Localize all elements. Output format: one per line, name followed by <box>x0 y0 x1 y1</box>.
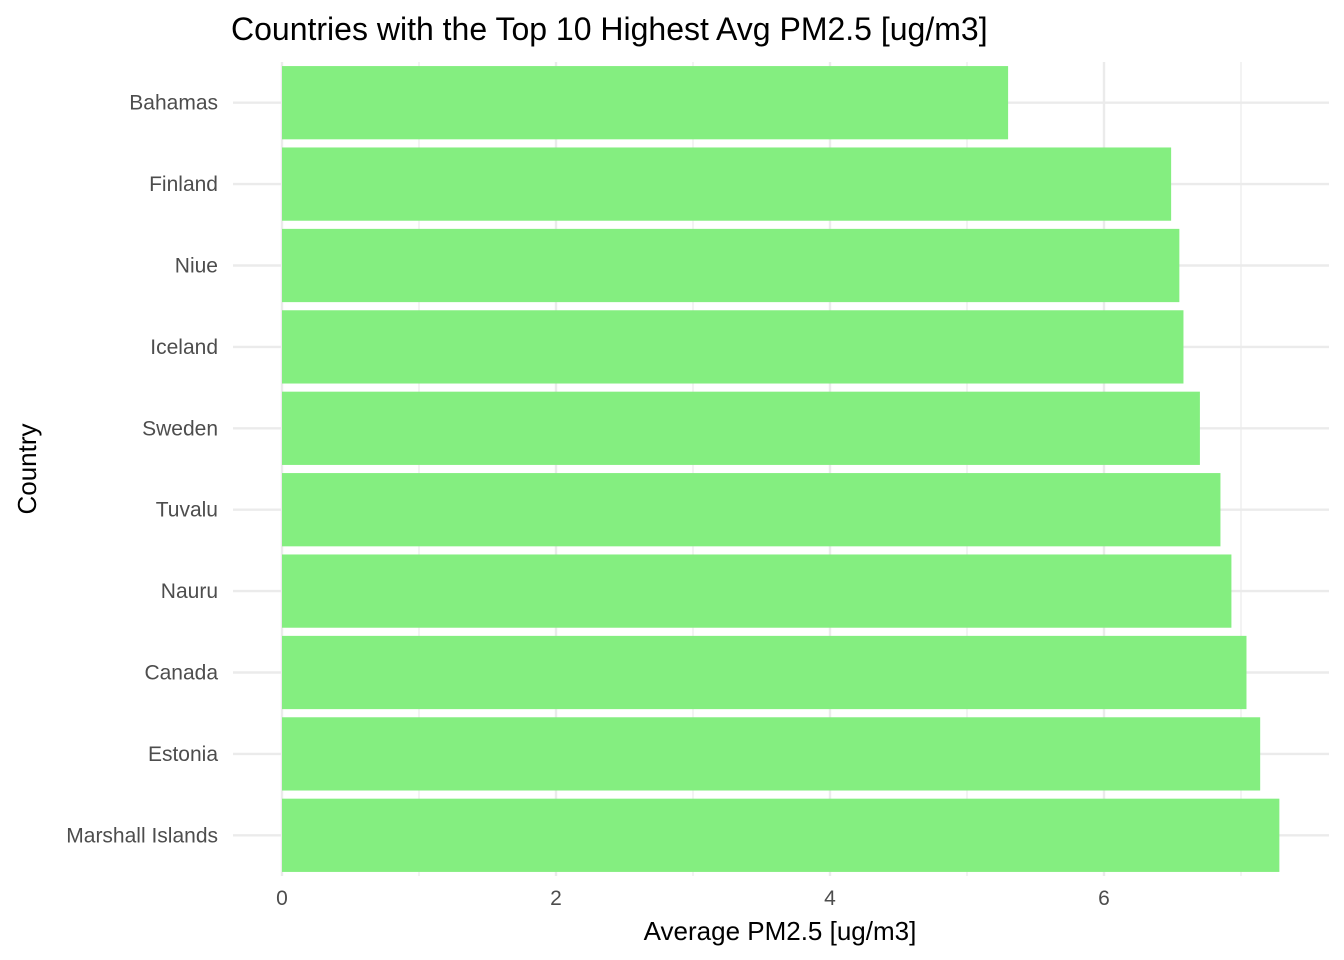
y-tick-label: Finland <box>149 173 218 196</box>
x-tick-label: 2 <box>550 887 562 910</box>
y-tick-label: Niue <box>175 255 218 278</box>
x-tick-label: 0 <box>276 887 288 910</box>
bars <box>282 66 1280 872</box>
bar-tuvalu <box>282 473 1221 547</box>
bar-finland <box>282 147 1172 221</box>
y-tick-label: Sweden <box>142 417 218 440</box>
y-tick-label: Bahamas <box>129 92 218 115</box>
x-tick-labels: 0 2 4 6 <box>276 887 1110 910</box>
y-axis-title: Country <box>12 423 42 514</box>
x-axis-title: Average PM2.5 [ug/m3] <box>644 916 917 946</box>
bar-canada <box>282 635 1247 710</box>
y-tick-label: Iceland <box>150 336 218 359</box>
y-tick-label: Canada <box>144 662 218 685</box>
y-tick-labels: Bahamas Finland Niue Iceland Sweden Tuvalu Nau… <box>66 92 218 848</box>
y-tick-label: Tuvalu <box>156 499 218 522</box>
chart-title: Countries with the Top 10 Highest Avg PM… <box>231 11 988 47</box>
bar-nauru <box>282 554 1232 628</box>
bar-sweden <box>282 391 1200 465</box>
y-tick-label: Estonia <box>148 743 218 766</box>
bar-marshall-islands <box>282 798 1280 872</box>
y-tick-label: Nauru <box>161 580 218 603</box>
bar-estonia <box>282 717 1261 791</box>
bar-iceland <box>282 310 1184 384</box>
bar-niue <box>282 228 1180 303</box>
bar-bahamas <box>282 66 1009 140</box>
x-tick-label: 6 <box>1098 887 1110 910</box>
x-tick-label: 4 <box>824 887 836 910</box>
y-tick-label: Marshall Islands <box>66 824 218 847</box>
